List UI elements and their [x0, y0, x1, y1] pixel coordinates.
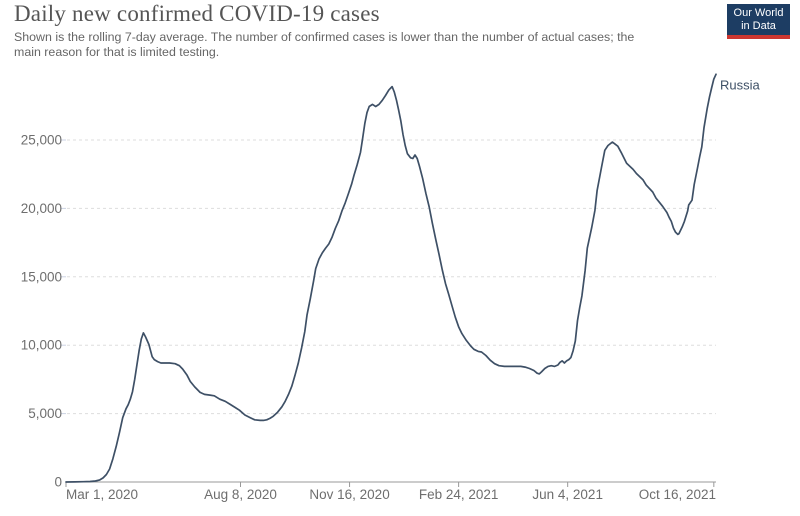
owid-logo[interactable]: Our World in Data	[727, 4, 790, 39]
owid-logo-line2: in Data	[741, 20, 776, 32]
x-tick-label: Feb 24, 2021	[419, 487, 499, 502]
chart-subtitle-line2: main reason for that is limited testing.	[14, 45, 220, 59]
x-tick-label: Mar 1, 2020	[66, 487, 138, 502]
y-tick-label: 10,000	[21, 338, 62, 353]
y-tick-label: 5,000	[28, 406, 62, 421]
y-tick-label: 25,000	[21, 133, 62, 148]
y-tick-label: 0	[54, 475, 62, 490]
x-tick-label: Oct 16, 2021	[639, 487, 716, 502]
chart-subtitle-line1: Shown is the rolling 7-day average. The …	[14, 30, 635, 44]
x-tick-label: Nov 16, 2020	[309, 487, 389, 502]
x-tick-label: Aug 8, 2020	[204, 487, 277, 502]
chart-title: Daily new confirmed COVID-19 cases	[14, 1, 380, 26]
y-tick-label: 20,000	[21, 201, 62, 216]
series-line-russia[interactable]	[65, 73, 717, 483]
chart-subtitle: Shown is the rolling 7-day average. The …	[14, 30, 634, 60]
owid-logo-accent-stripe	[727, 35, 790, 39]
series-end-label: Russia	[720, 77, 761, 92]
y-tick-label: 15,000	[21, 269, 62, 284]
x-tick-label: Jun 4, 2021	[532, 487, 603, 502]
owid-logo-line1: Our World	[733, 7, 784, 19]
